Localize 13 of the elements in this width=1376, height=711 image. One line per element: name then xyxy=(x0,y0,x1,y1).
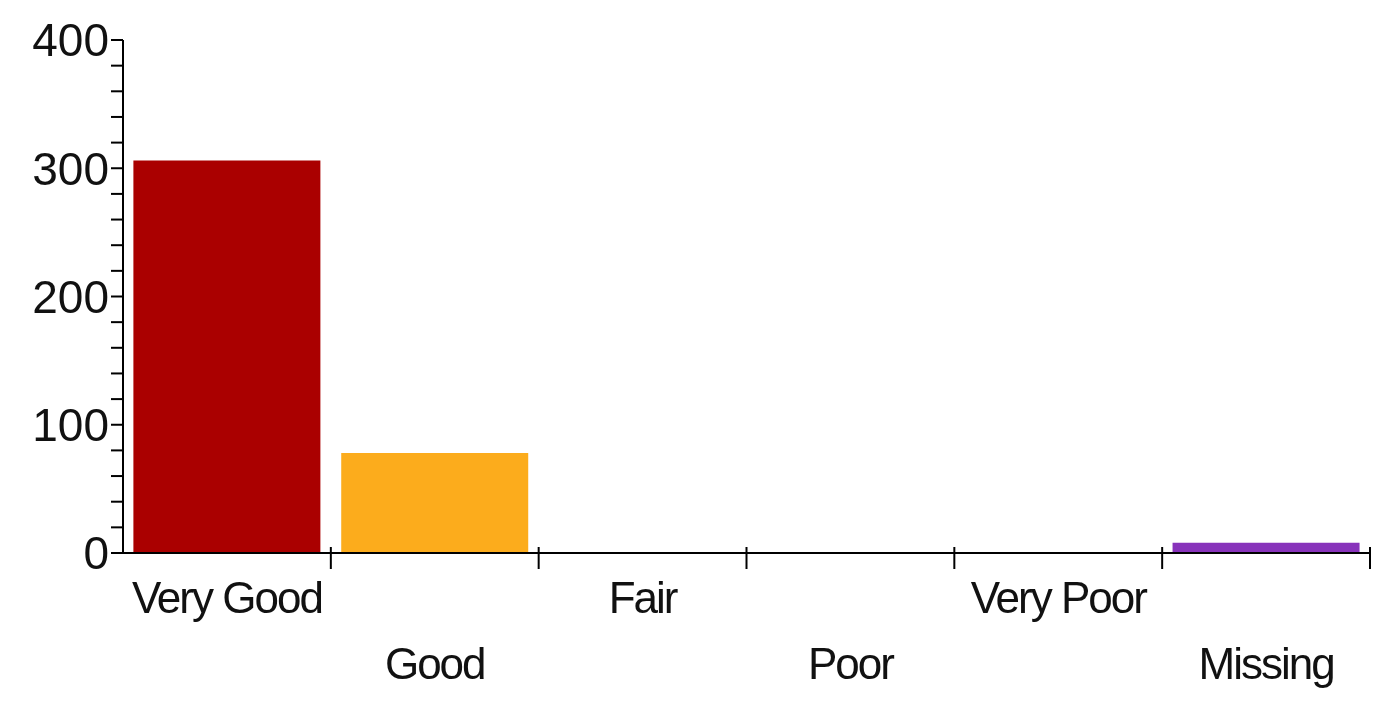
bar xyxy=(133,160,321,553)
y-tick-label: 200 xyxy=(32,270,109,323)
y-tick-label: 0 xyxy=(83,527,109,580)
x-tick-label: Missing xyxy=(1198,639,1334,688)
x-tick-label: Fair xyxy=(608,573,678,622)
y-tick-label: 300 xyxy=(32,142,109,195)
bar xyxy=(341,452,529,553)
y-tick-label: 400 xyxy=(32,14,109,67)
x-tick-label: Good xyxy=(384,639,485,688)
y-tick-label: 100 xyxy=(32,399,109,452)
x-tick-label: Very Good xyxy=(131,573,322,622)
x-tick-label: Poor xyxy=(807,639,895,688)
x-tick-label: Very Poor xyxy=(970,573,1148,622)
